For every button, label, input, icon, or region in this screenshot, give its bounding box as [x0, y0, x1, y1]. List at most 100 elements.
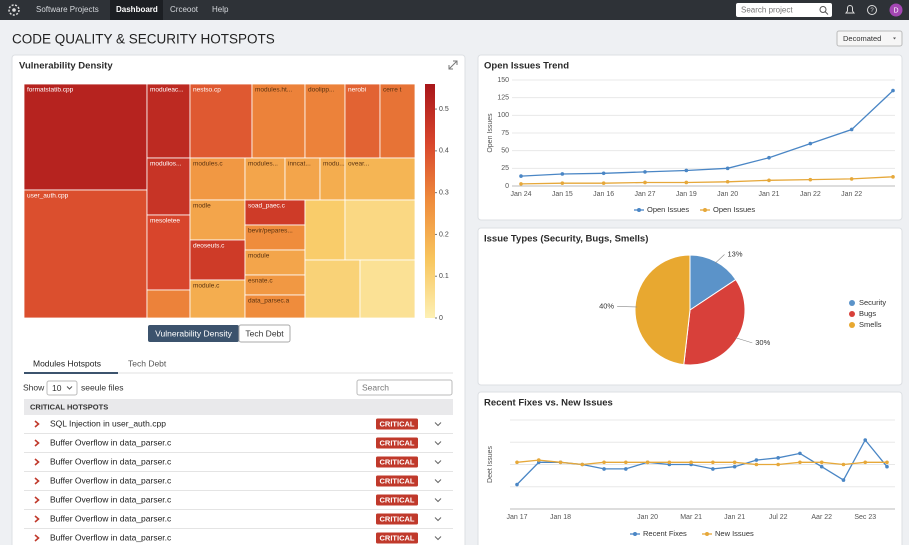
x-tick-label: Jan 20	[637, 514, 658, 521]
x-tick-label: Jan 22	[800, 191, 821, 198]
treemap-label: moduleac...	[150, 87, 184, 94]
tab[interactable]: Tech Debt	[128, 358, 167, 368]
legend-label: Open Issues	[713, 205, 755, 214]
treemap-cell	[189, 199, 246, 241]
panel-title: Open Issues Trend	[484, 61, 569, 72]
series-point	[725, 179, 730, 184]
toggle-active[interactable]	[148, 325, 239, 342]
avatar-initial: D	[893, 7, 898, 14]
treemap-label: bevir/pepares...	[248, 228, 293, 235]
treemap-cell	[344, 83, 381, 159]
series-point	[776, 462, 780, 467]
row-chevron[interactable]	[434, 460, 442, 465]
series-point	[849, 127, 854, 132]
severity-label: CRITICAL	[380, 457, 415, 466]
severity-label: CRITICAL	[380, 514, 415, 523]
row-expand[interactable]	[34, 515, 40, 523]
legend-marker	[633, 532, 637, 536]
treemap-cell	[189, 83, 253, 159]
tab[interactable]: Modules Hotspots	[33, 358, 101, 368]
show-label: Show	[23, 382, 45, 392]
row-expand[interactable]	[34, 496, 40, 504]
avatar[interactable]	[889, 3, 903, 17]
x-tick-label: Aar 22	[811, 514, 832, 521]
page-size-select[interactable]	[46, 380, 78, 396]
search-box[interactable]	[736, 3, 832, 17]
treemap-label: modle	[193, 203, 211, 210]
row-chevron[interactable]	[434, 479, 442, 484]
treemap-label: modulios...	[150, 161, 182, 168]
dropdown[interactable]	[836, 30, 903, 47]
nav-item[interactable]: Crceoot	[170, 5, 199, 14]
search-placeholder: Search project	[741, 6, 793, 15]
x-tick-label: Jan 22	[841, 191, 862, 198]
pie-leader	[714, 254, 725, 264]
series-point	[754, 458, 759, 462]
treemap-cell	[146, 289, 191, 319]
row-expand[interactable]	[34, 420, 40, 428]
treemap-cell	[379, 83, 416, 159]
series-point	[580, 462, 585, 467]
pie-slice	[683, 278, 746, 366]
nav-item[interactable]: Software Projects	[36, 5, 99, 14]
nav-item[interactable]: Help	[212, 5, 229, 14]
row-chevron[interactable]	[434, 498, 442, 503]
toggle[interactable]	[238, 324, 291, 343]
section-header	[24, 399, 453, 415]
row-chevron[interactable]	[434, 536, 442, 541]
colorbar-label: 0	[439, 315, 443, 322]
row-expand[interactable]	[34, 458, 40, 466]
series-point	[711, 460, 715, 465]
treemap-label: user_auth.cpp	[27, 193, 69, 200]
nav-bar	[0, 0, 909, 20]
treemap-cell	[189, 239, 246, 281]
severity-label: CRITICAL	[380, 495, 415, 504]
series-point	[643, 170, 647, 174]
treemap-label: esnate.c	[248, 278, 273, 285]
bell-icon[interactable]	[845, 5, 855, 14]
help-icon[interactable]: ?	[867, 5, 877, 15]
row-chevron[interactable]	[434, 517, 442, 522]
dropdown-label: Decomated	[843, 34, 881, 43]
nav-item[interactable]: Dashboard	[116, 5, 158, 14]
colorbar	[425, 84, 435, 318]
select-caret	[66, 386, 73, 390]
series-point	[684, 180, 689, 185]
treemap-label: soad_paec.c	[248, 203, 286, 210]
x-tick-label: Jan 21	[724, 514, 745, 521]
table-search[interactable]	[356, 379, 453, 396]
row-chevron[interactable]	[434, 422, 442, 427]
series-point	[819, 464, 824, 469]
legend-marker	[703, 208, 707, 212]
series-line	[520, 176, 894, 185]
x-tick-label: Jul 22	[769, 514, 788, 521]
row-expand[interactable]	[34, 439, 40, 447]
dropdown-caret	[893, 37, 896, 40]
row-chevron[interactable]	[434, 441, 442, 446]
panel-title: Issue Types (Security, Bugs, Smells)	[484, 234, 648, 245]
y-axis-label: Deet Issues	[487, 446, 494, 483]
page-title: CODE QUALITY & SECURITY HOTSPOTS	[12, 32, 275, 47]
x-tick-label: Jan 21	[758, 191, 779, 198]
severity-badge	[376, 513, 418, 525]
row-expand[interactable]	[34, 477, 40, 485]
row-title: Buffer Overflow in data_parser.c	[50, 513, 172, 523]
row-title: Buffer Overflow in data_parser.c	[50, 437, 172, 447]
series-point	[601, 171, 606, 176]
row-title: Buffer Overflow in data_parser.c	[50, 494, 172, 504]
logo[interactable]	[8, 4, 20, 16]
treemap-label: modu...	[323, 161, 345, 168]
series-point	[558, 460, 563, 465]
x-tick-label: Sec 23	[854, 514, 876, 521]
row-expand[interactable]	[34, 534, 40, 542]
series-point	[667, 460, 672, 465]
series-point	[560, 181, 565, 185]
colorbar-label: 0.4	[439, 148, 449, 155]
series-point	[849, 177, 854, 181]
section-title: CRITICAL HOTSPOTS	[30, 402, 108, 411]
severity-label: CRITICAL	[380, 533, 415, 542]
treemap-cell	[23, 83, 148, 191]
expand-icon[interactable]	[448, 60, 458, 70]
x-tick-label: Mar 21	[680, 514, 702, 521]
treemap-cell	[146, 83, 191, 159]
